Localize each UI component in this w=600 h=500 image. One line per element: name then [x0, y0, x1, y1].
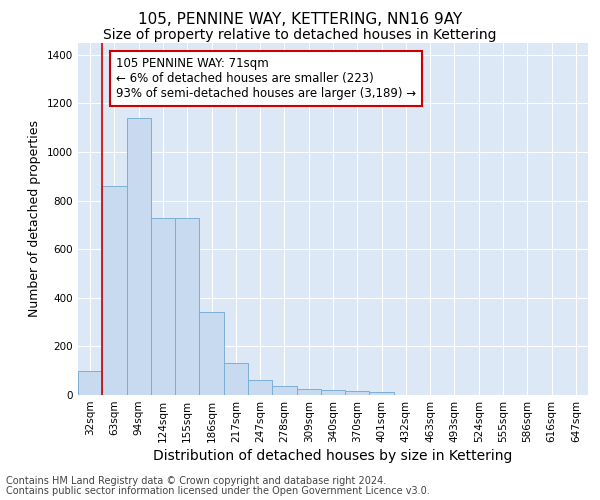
Bar	[296, 389, 321, 395]
Bar	[248, 380, 272, 395]
Bar	[199, 312, 224, 395]
Text: 105, PENNINE WAY, KETTERING, NN16 9AY: 105, PENNINE WAY, KETTERING, NN16 9AY	[138, 12, 462, 28]
Bar	[345, 392, 370, 395]
Text: Contains public sector information licensed under the Open Government Licence v3: Contains public sector information licen…	[6, 486, 430, 496]
Bar	[272, 386, 296, 395]
Text: Contains HM Land Registry data © Crown copyright and database right 2024.: Contains HM Land Registry data © Crown c…	[6, 476, 386, 486]
Bar	[224, 364, 248, 395]
Bar	[175, 218, 199, 395]
Bar	[321, 390, 345, 395]
Text: 105 PENNINE WAY: 71sqm
← 6% of detached houses are smaller (223)
93% of semi-det: 105 PENNINE WAY: 71sqm ← 6% of detached …	[116, 57, 416, 100]
X-axis label: Distribution of detached houses by size in Kettering: Distribution of detached houses by size …	[154, 449, 512, 463]
Text: Size of property relative to detached houses in Kettering: Size of property relative to detached ho…	[103, 28, 497, 42]
Bar	[127, 118, 151, 395]
Bar	[151, 218, 175, 395]
Bar	[370, 392, 394, 395]
Bar	[102, 186, 127, 395]
Y-axis label: Number of detached properties: Number of detached properties	[28, 120, 41, 318]
Bar	[78, 370, 102, 395]
